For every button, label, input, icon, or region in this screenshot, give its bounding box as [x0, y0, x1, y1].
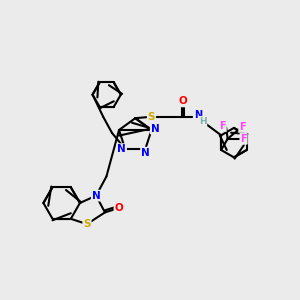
Text: N: N — [92, 190, 100, 201]
Text: O: O — [178, 96, 187, 106]
Text: S: S — [83, 219, 91, 229]
Text: N: N — [151, 124, 159, 134]
Text: H: H — [199, 117, 206, 126]
Text: F: F — [240, 134, 247, 144]
Text: F: F — [219, 121, 226, 131]
Text: S: S — [148, 112, 155, 122]
Text: N: N — [141, 148, 150, 158]
Text: N: N — [194, 110, 202, 120]
Text: N: N — [117, 144, 126, 154]
Text: F: F — [239, 122, 246, 132]
Text: O: O — [114, 203, 123, 213]
